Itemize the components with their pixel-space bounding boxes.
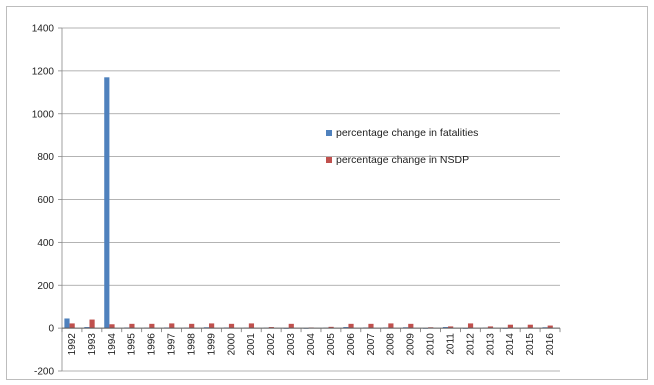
bar-nsdp-1992 <box>69 323 75 329</box>
bar-nsdp-2002 <box>268 327 274 329</box>
y-tick-label: 400 <box>37 238 54 249</box>
x-tick-label: 2010 <box>426 333 437 356</box>
x-tick-label: 1996 <box>147 333 158 356</box>
bar-fatalities-1994 <box>104 77 110 329</box>
x-tick-label: 2013 <box>485 333 496 356</box>
x-tick-label: 1999 <box>206 333 217 356</box>
bars <box>64 77 553 329</box>
bar-nsdp-2005 <box>328 326 334 329</box>
bar-nsdp-2013 <box>487 326 494 329</box>
x-tick-label: 2003 <box>286 333 297 356</box>
y-tick-label: 1000 <box>32 109 55 120</box>
bar-nsdp-2007 <box>368 323 374 329</box>
bar-nsdp-1996 <box>149 323 155 329</box>
grid-lines <box>62 27 560 372</box>
x-tick-label: 2016 <box>545 333 556 356</box>
bar-nsdp-1997 <box>169 323 175 329</box>
x-tick-label: 2012 <box>465 333 476 356</box>
legend: percentage change in fatalities percentag… <box>326 127 478 166</box>
x-tick-label: 1997 <box>167 333 178 356</box>
x-tick-label: 2014 <box>505 333 516 356</box>
legend-label-0: percentage change in fatalities <box>336 127 478 139</box>
bar-nsdp-2008 <box>388 323 394 329</box>
x-tick-label: 2008 <box>386 333 397 356</box>
x-tick-label: 2005 <box>326 333 337 356</box>
bar-nsdp-2011 <box>448 326 454 329</box>
y-tick-label: 1200 <box>32 66 55 77</box>
y-tick-label: 0 <box>48 324 54 335</box>
bar-nsdp-1999 <box>209 323 215 329</box>
bar-nsdp-1993 <box>89 319 95 329</box>
x-tick-label: 1994 <box>107 333 118 356</box>
bar-fatalities-1992 <box>64 318 70 329</box>
x-tick-label: 2007 <box>366 333 377 356</box>
x-tick-label: 2001 <box>246 333 257 356</box>
bar-nsdp-2012 <box>467 323 474 329</box>
x-tick-label: 1998 <box>186 333 197 356</box>
x-tick-label: 2002 <box>266 333 277 356</box>
bar-nsdp-2006 <box>348 323 354 329</box>
legend-label-1: percentage change in NSDP <box>336 154 469 166</box>
bar-fatalities-2006 <box>343 327 349 329</box>
x-tick-label: 2009 <box>406 333 417 356</box>
x-tick-label: 2006 <box>346 333 357 356</box>
x-tick-label: 1995 <box>127 333 138 356</box>
bar-nsdp-1995 <box>129 323 135 329</box>
bar-nsdp-2015 <box>527 324 533 329</box>
y-tick-label: 800 <box>37 152 54 163</box>
x-tick-label: 2000 <box>226 333 237 356</box>
x-tick-label: 2004 <box>306 333 317 356</box>
bar-nsdp-2016 <box>547 325 553 329</box>
bar-nsdp-2014 <box>507 324 513 329</box>
legend-swatch-0 <box>326 130 332 136</box>
y-tick-label: 600 <box>37 195 54 206</box>
bar-nsdp-2001 <box>248 323 255 329</box>
x-tick-label: 2015 <box>525 333 536 356</box>
y-tick-label: 200 <box>37 281 54 292</box>
bar-fatalities-1993 <box>84 327 90 329</box>
x-axis: 1992 1993 1994 1995 1996 1997 1998 1999 2000 2001… <box>61 327 561 356</box>
x-tick-label: 1993 <box>87 333 98 356</box>
bar-fatalities-2011 <box>442 327 449 329</box>
bar-nsdp-2009 <box>408 323 414 329</box>
x-tick-label: 2011 <box>445 333 456 355</box>
bar-nsdp-2003 <box>288 323 294 329</box>
bar-nsdp-2000 <box>228 323 235 329</box>
legend-swatch-1 <box>326 157 332 163</box>
bar-nsdp-1998 <box>189 323 195 329</box>
y-axis: -200 0 200 400 600 800 1000 1200 1400 <box>32 24 63 378</box>
chart-frame: -200 0 200 400 600 800 1000 1200 1400 1992 1993 19… <box>6 6 648 380</box>
bar-nsdp-1994 <box>109 324 115 329</box>
y-tick-label: 1400 <box>32 24 55 35</box>
y-tick-label: -200 <box>34 367 54 378</box>
x-tick-label: 1992 <box>67 333 78 356</box>
